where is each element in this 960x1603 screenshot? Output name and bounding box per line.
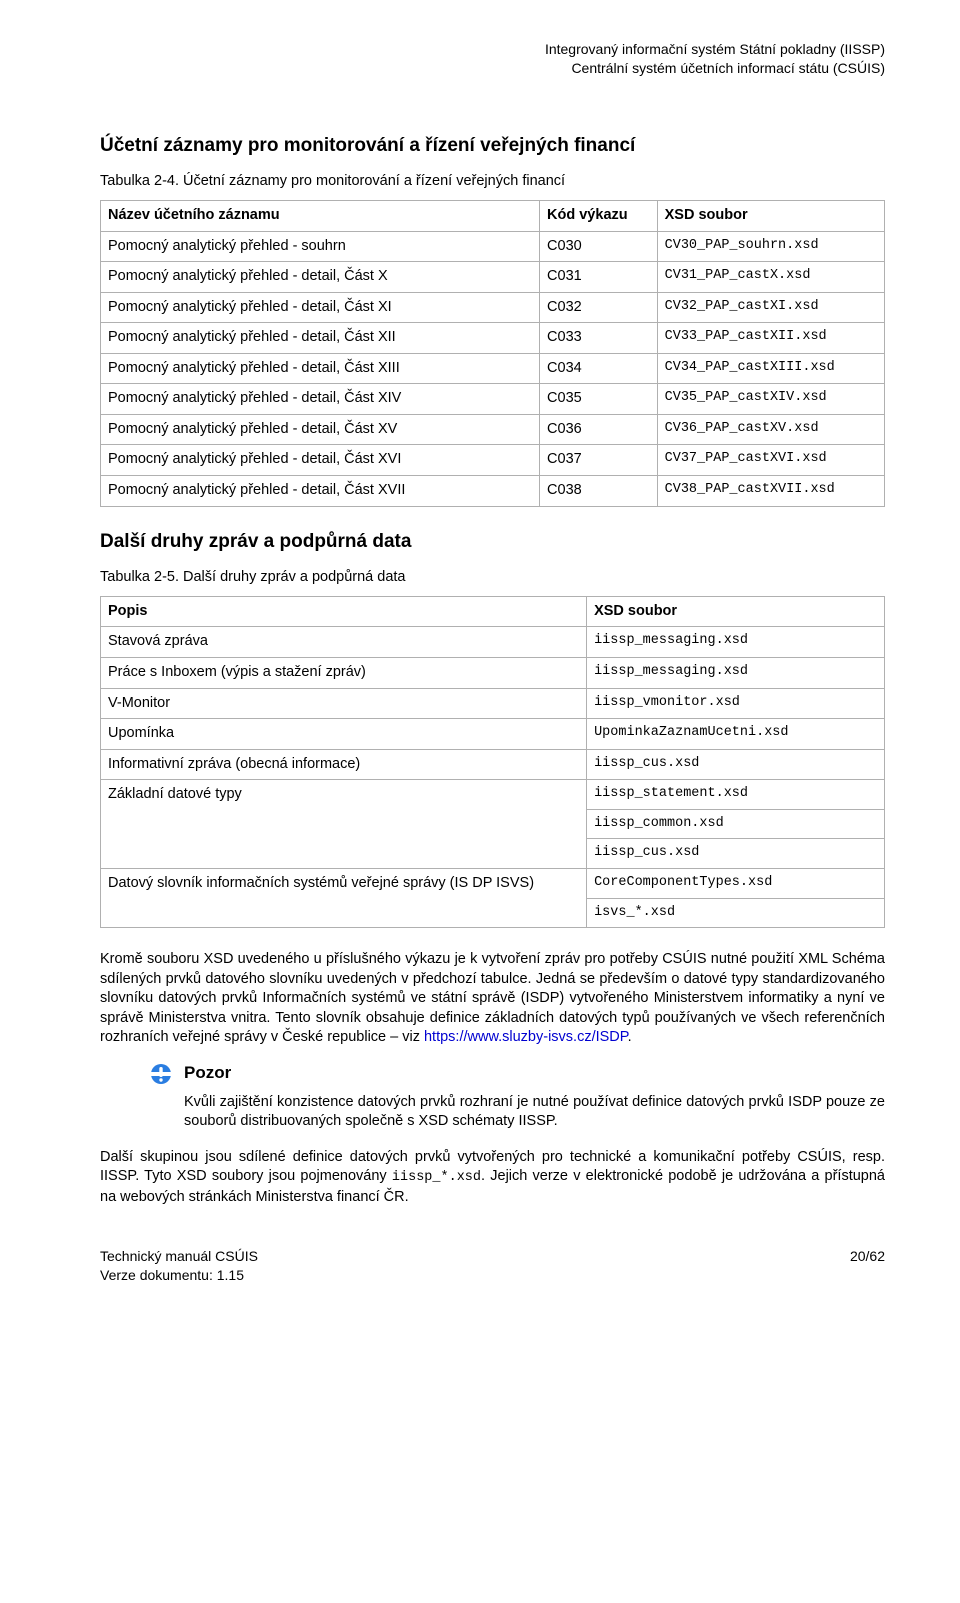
para1-text-b: . (628, 1029, 632, 1045)
warning-body: Kvůli zajištění konzistence datových prv… (184, 1093, 885, 1132)
cell-code: C038 (540, 476, 658, 507)
warning-note: Pozor Kvůli zajištění konzistence datový… (150, 1062, 885, 1132)
table-row: Pomocný analytický přehled - detail, Čás… (101, 323, 885, 354)
cell-name: Pomocný analytický přehled - detail, Čás… (101, 414, 540, 445)
cell-xsd: CV38_PAP_castXVII.xsd (657, 476, 884, 507)
cell-name: Pomocný analytický přehled - detail, Čás… (101, 262, 540, 293)
table-row: Pomocný analytický přehled - detail, Čás… (101, 292, 885, 323)
paragraph-2: Další skupinou jsou sdílené definice dat… (100, 1148, 885, 1207)
page-header: Integrovaný informační systém Státní pok… (100, 40, 885, 78)
footer-page-number: 20/62 (850, 1247, 885, 1285)
cell-name: Pomocný analytický přehled - detail, Čás… (101, 445, 540, 476)
cell-xsd: CV37_PAP_castXVI.xsd (657, 445, 884, 476)
cell-code: C037 (540, 445, 658, 476)
cell-popis: V-Monitor (101, 688, 587, 719)
cell-xsd: CV33_PAP_castXII.xsd (657, 323, 884, 354)
page-footer: Technický manuál CSÚIS Verze dokumentu: … (100, 1247, 885, 1285)
isdp-link[interactable]: https://www.sluzby-isvs.cz/ISDP (424, 1029, 628, 1045)
cell-popis: Základní datové typy (101, 780, 587, 810)
table-row: isvs_*.xsd (101, 898, 885, 927)
paragraph-1: Kromě souboru XSD uvedeného u příslušnéh… (100, 950, 885, 1048)
cell-popis: Práce s Inboxem (výpis a stažení zpráv) (101, 657, 587, 688)
cell-popis: Datový slovník informačních systémů veře… (101, 868, 587, 898)
table-header-row: Název účetního záznamu Kód výkazu XSD so… (101, 200, 885, 231)
table-2: Popis XSD soubor Stavová zprávaiissp_mes… (100, 596, 885, 928)
cell-code: C031 (540, 262, 658, 293)
header-line-1: Integrovaný informační systém Státní pok… (100, 40, 885, 59)
table-row: Práce s Inboxem (výpis a stažení zpráv)i… (101, 657, 885, 688)
table-row: UpomínkaUpominkaZaznamUcetni.xsd (101, 719, 885, 750)
cell-name: Pomocný analytický přehled - detail, Čás… (101, 384, 540, 415)
table2-caption: Tabulka 2-5. Další druhy zpráv a podpůrn… (100, 568, 885, 588)
cell-xsd: iissp_messaging.xsd (587, 627, 885, 658)
cell-popis: Upomínka (101, 719, 587, 750)
cell-xsd: CV32_PAP_castXI.xsd (657, 292, 884, 323)
th-code: Kód výkazu (540, 200, 658, 231)
cell-xsd: CV34_PAP_castXIII.xsd (657, 353, 884, 384)
cell-code: C033 (540, 323, 658, 354)
section1-title: Účetní záznamy pro monitorování a řízení… (100, 133, 885, 159)
cell-xsd: iissp_messaging.xsd (587, 657, 885, 688)
cell-name: Pomocný analytický přehled - souhrn (101, 231, 540, 262)
cell-code: C035 (540, 384, 658, 415)
warning-icon (150, 1063, 172, 1085)
table-row: Pomocný analytický přehled - souhrnC030C… (101, 231, 885, 262)
warning-title: Pozor (184, 1062, 231, 1085)
cell-name: Pomocný analytický přehled - detail, Čás… (101, 476, 540, 507)
table-row: iissp_common.xsd (101, 810, 885, 839)
footer-left-1: Technický manuál CSÚIS (100, 1247, 258, 1266)
th-name: Název účetního záznamu (101, 200, 540, 231)
cell-popis (101, 898, 587, 927)
cell-popis: Informativní zpráva (obecná informace) (101, 749, 587, 780)
cell-xsd: iissp_statement.xsd (587, 780, 885, 810)
cell-xsd: iissp_vmonitor.xsd (587, 688, 885, 719)
cell-name: Pomocný analytický přehled - detail, Čás… (101, 292, 540, 323)
cell-code: C036 (540, 414, 658, 445)
cell-xsd: iissp_cus.xsd (587, 749, 885, 780)
th-xsd: XSD soubor (587, 596, 885, 627)
table-row: Stavová zprávaiissp_messaging.xsd (101, 627, 885, 658)
th-xsd: XSD soubor (657, 200, 884, 231)
table-row: Pomocný analytický přehled - detail, Čás… (101, 445, 885, 476)
cell-xsd: CV31_PAP_castX.xsd (657, 262, 884, 293)
cell-popis: Stavová zpráva (101, 627, 587, 658)
table-row: Pomocný analytický přehled - detail, Čás… (101, 384, 885, 415)
table-row: Pomocný analytický přehled - detail, Čás… (101, 262, 885, 293)
table-row: Pomocný analytický přehled - detail, Čás… (101, 353, 885, 384)
cell-xsd: UpominkaZaznamUcetni.xsd (587, 719, 885, 750)
cell-xsd: CV35_PAP_castXIV.xsd (657, 384, 884, 415)
table-1: Název účetního záznamu Kód výkazu XSD so… (100, 200, 885, 507)
table-row: iissp_cus.xsd (101, 839, 885, 868)
table-row: Pomocný analytický přehled - detail, Čás… (101, 414, 885, 445)
table-header-row: Popis XSD soubor (101, 596, 885, 627)
header-line-2: Centrální systém účetních informací stát… (100, 59, 885, 78)
cell-xsd: CoreComponentTypes.xsd (587, 868, 885, 898)
footer-left: Technický manuál CSÚIS Verze dokumentu: … (100, 1247, 258, 1285)
cell-code: C032 (540, 292, 658, 323)
cell-popis (101, 839, 587, 868)
cell-xsd: isvs_*.xsd (587, 898, 885, 927)
cell-xsd: CV30_PAP_souhrn.xsd (657, 231, 884, 262)
table-row: Pomocný analytický přehled - detail, Čás… (101, 476, 885, 507)
table-row: V-Monitoriissp_vmonitor.xsd (101, 688, 885, 719)
cell-name: Pomocný analytický přehled - detail, Čás… (101, 353, 540, 384)
cell-xsd: iissp_cus.xsd (587, 839, 885, 868)
cell-name: Pomocný analytický přehled - detail, Čás… (101, 323, 540, 354)
table-row: Informativní zpráva (obecná informace)ii… (101, 749, 885, 780)
footer-left-2: Verze dokumentu: 1.15 (100, 1266, 258, 1285)
table-row: Datový slovník informačních systémů veře… (101, 868, 885, 898)
cell-xsd: iissp_common.xsd (587, 810, 885, 839)
section2-title: Další druhy zpráv a podpůrná data (100, 529, 885, 555)
th-popis: Popis (101, 596, 587, 627)
table-row: Základní datové typyiissp_statement.xsd (101, 780, 885, 810)
cell-code: C034 (540, 353, 658, 384)
cell-code: C030 (540, 231, 658, 262)
cell-popis (101, 810, 587, 839)
para2-mono: iissp_*.xsd (392, 1170, 481, 1185)
cell-xsd: CV36_PAP_castXV.xsd (657, 414, 884, 445)
table1-caption: Tabulka 2-4. Účetní záznamy pro monitoro… (100, 172, 885, 192)
